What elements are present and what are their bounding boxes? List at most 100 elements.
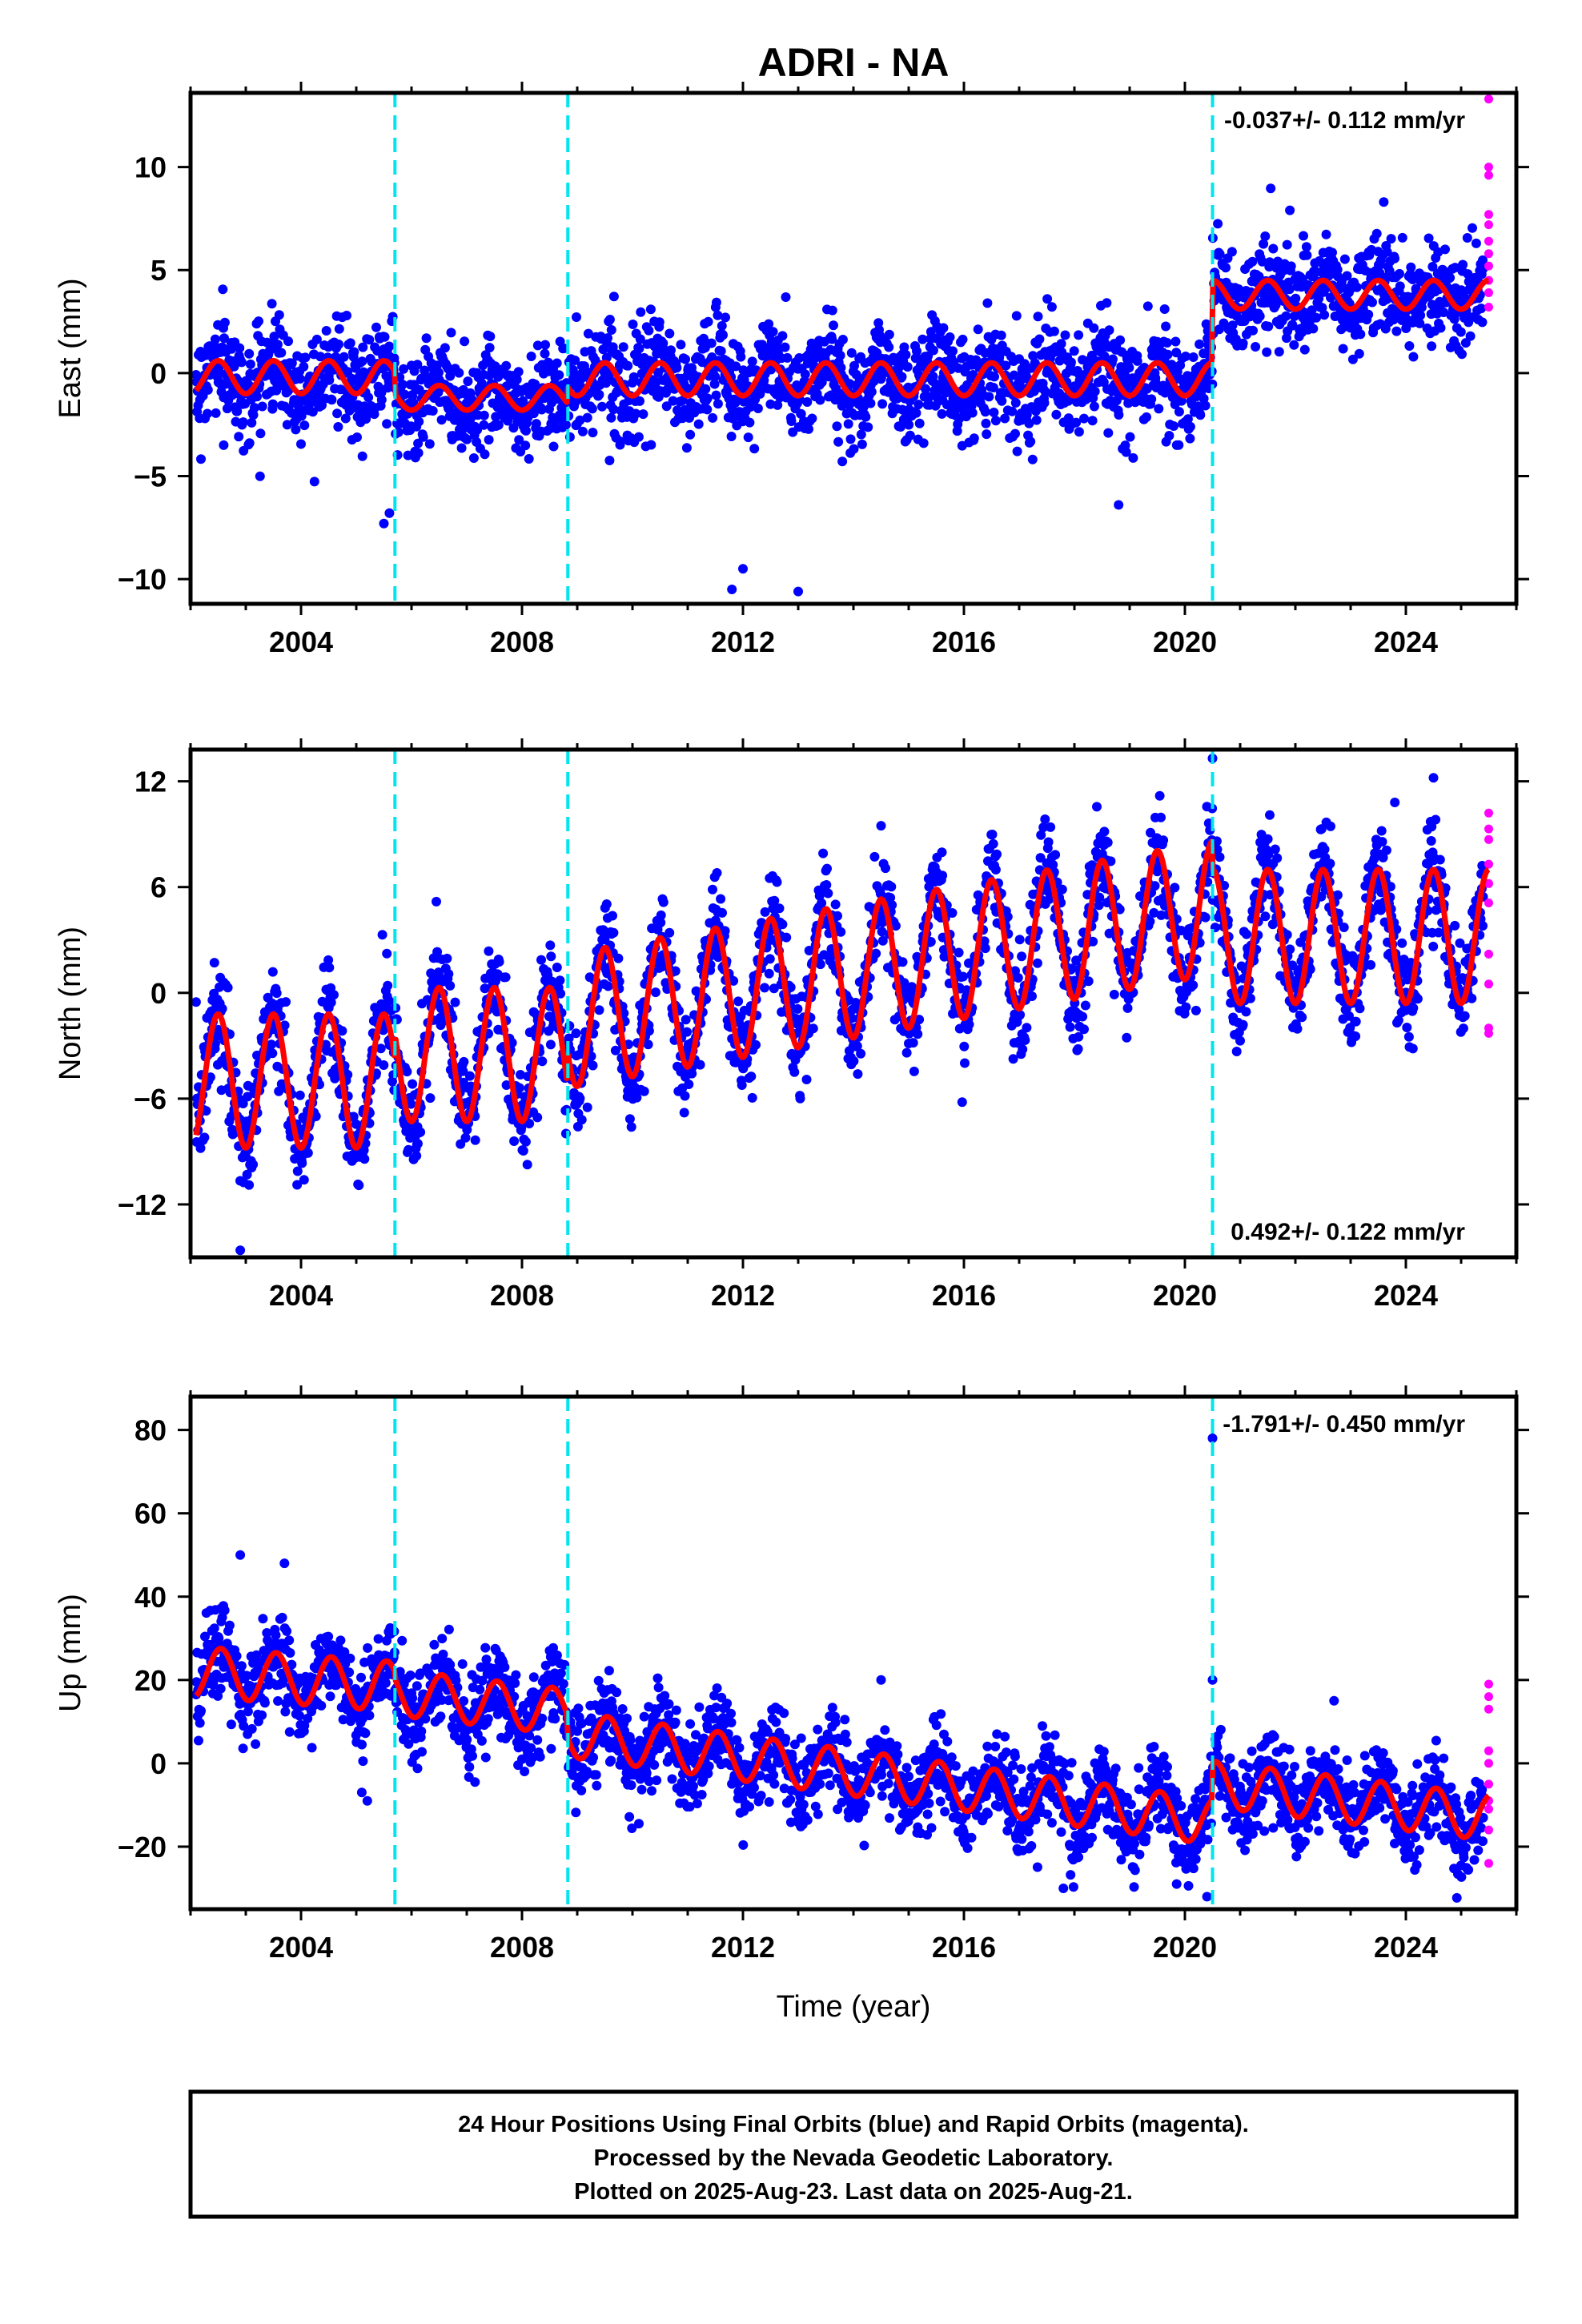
final-orbit-point [823, 888, 833, 899]
final-orbit-point [408, 1079, 418, 1089]
final-orbit-point [1317, 303, 1327, 313]
final-orbit-point [1034, 334, 1045, 344]
final-orbit-point [540, 348, 550, 359]
final-orbit-point [1176, 396, 1186, 406]
final-orbit-point [856, 1048, 866, 1059]
final-orbit-point [765, 399, 776, 409]
final-orbit-point [1015, 1010, 1026, 1020]
final-orbit-point [668, 396, 678, 406]
final-orbit-point [532, 1112, 543, 1123]
final-orbit-point [656, 910, 666, 920]
final-orbit-point [1182, 414, 1193, 424]
final-orbit-point [211, 408, 221, 418]
final-orbit-point [568, 372, 579, 382]
final-orbit-point [464, 1071, 475, 1081]
final-orbit-point [334, 324, 344, 334]
final-orbit-point [684, 1080, 694, 1089]
final-orbit-point [520, 1136, 531, 1147]
final-orbit-point [1289, 340, 1299, 350]
final-orbit-point [1477, 317, 1488, 328]
final-orbit-point [904, 420, 914, 430]
final-orbit-point [837, 335, 848, 344]
final-orbit-point [446, 328, 456, 338]
final-orbit-point [1079, 413, 1089, 424]
final-orbit-point [1259, 239, 1269, 249]
final-orbit-point [323, 955, 334, 965]
final-orbit-point [1009, 370, 1019, 380]
final-orbit-point [1291, 293, 1301, 304]
final-orbit-outlier [1114, 500, 1124, 510]
final-orbit-point [886, 882, 897, 892]
final-orbit-point [833, 436, 844, 447]
final-orbit-point [321, 326, 331, 336]
final-orbit-point [287, 358, 297, 368]
final-orbit-point [292, 1180, 303, 1190]
final-orbit-point [716, 894, 726, 904]
final-orbit-point [713, 399, 723, 409]
final-orbit-point [1423, 233, 1434, 243]
final-orbit-point [1238, 338, 1248, 348]
final-orbit-point [716, 346, 726, 356]
final-orbit-point [982, 429, 992, 440]
final-orbit-point [1083, 976, 1094, 987]
final-orbit-point [836, 927, 846, 937]
final-orbit-point [1338, 344, 1348, 354]
final-orbit-point [1128, 452, 1138, 463]
final-orbit-point [661, 401, 672, 412]
final-orbit-outlier [219, 440, 229, 450]
y-axis-label: East (mm) [54, 278, 87, 418]
final-orbit-point [546, 951, 556, 962]
final-orbit-point [1391, 326, 1402, 336]
final-orbit-point [445, 980, 456, 991]
final-orbit-point [1026, 436, 1036, 447]
final-orbit-point [276, 348, 287, 358]
final-orbit-point [254, 316, 263, 327]
final-orbit-point [332, 408, 343, 419]
final-orbit-point [1450, 263, 1460, 273]
final-orbit-point [928, 372, 938, 382]
final-orbit-point [1046, 302, 1057, 312]
rapid-orbit-point [1484, 171, 1493, 180]
final-orbit-point [271, 988, 282, 999]
final-orbit-point [1268, 243, 1279, 254]
final-orbit-point [1099, 826, 1110, 837]
final-orbit-point [994, 352, 1005, 363]
final-orbit-point [1270, 844, 1280, 854]
final-orbit-point [203, 384, 213, 395]
final-orbit-point [1319, 310, 1330, 320]
final-orbit-point [518, 1146, 528, 1156]
final-orbit-point [1162, 349, 1173, 360]
final-orbit-point [1158, 835, 1169, 846]
final-orbit-point [877, 399, 888, 409]
final-orbit-point [479, 420, 489, 430]
final-orbit-point [1169, 421, 1178, 431]
final-orbit-point [635, 334, 645, 344]
rapid-orbit-point [1484, 236, 1493, 246]
final-orbit-point [982, 298, 993, 308]
final-orbit-point [413, 438, 424, 448]
final-orbit-point [937, 847, 947, 858]
final-orbit-point [1156, 812, 1166, 822]
x-tick-label: 2008 [490, 625, 554, 658]
x-tick-label: 2004 [269, 625, 333, 658]
final-orbit-point [1227, 247, 1237, 257]
final-orbit-point [548, 441, 559, 452]
final-orbit-point [1401, 324, 1411, 333]
final-orbit-point [196, 454, 206, 464]
final-orbit-point [717, 907, 727, 918]
final-orbit-point [1142, 412, 1151, 422]
final-orbit-point [937, 408, 947, 419]
final-orbit-point [837, 456, 848, 467]
final-orbit-point [364, 335, 375, 345]
x-tick-label: 2024 [1374, 625, 1438, 658]
final-orbit-point [1326, 821, 1335, 831]
final-orbit-point [1132, 356, 1142, 366]
final-orbit-point [1115, 335, 1126, 345]
final-orbit-point [992, 849, 1002, 859]
final-orbit-point [777, 331, 788, 341]
final-orbit-point [1145, 916, 1155, 927]
final-orbit-point [780, 342, 790, 352]
final-orbit-point [1445, 272, 1456, 283]
final-orbit-point [587, 404, 597, 414]
final-orbit-point [623, 360, 633, 371]
